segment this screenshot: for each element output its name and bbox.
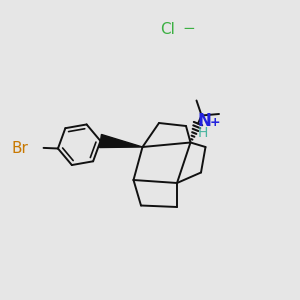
Polygon shape — [100, 134, 142, 148]
Text: Br: Br — [12, 141, 28, 156]
Text: Cl: Cl — [160, 22, 175, 38]
Text: +: + — [209, 116, 220, 130]
Text: N: N — [197, 112, 211, 130]
Text: −: − — [183, 21, 195, 36]
Text: H: H — [197, 127, 208, 140]
